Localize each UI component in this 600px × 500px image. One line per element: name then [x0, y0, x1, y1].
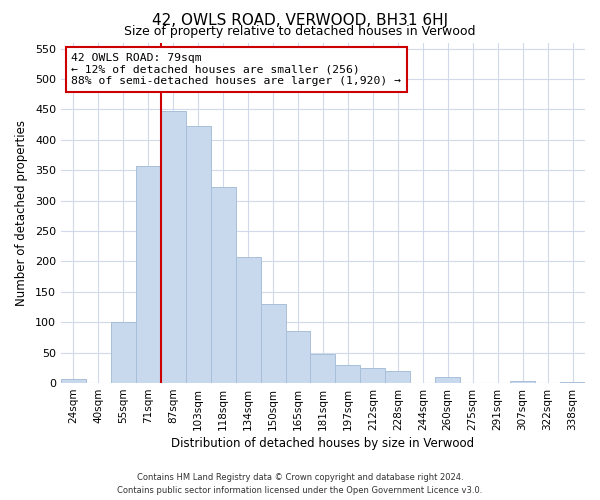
Bar [435, 377, 460, 383]
Bar [236, 256, 260, 383]
Bar [335, 366, 361, 383]
Bar [211, 186, 236, 383]
Text: 42, OWLS ROAD, VERWOOD, BH31 6HJ: 42, OWLS ROAD, VERWOOD, BH31 6HJ [152, 12, 448, 28]
X-axis label: Distribution of detached houses by size in Verwood: Distribution of detached houses by size … [172, 437, 475, 450]
Bar [161, 111, 186, 383]
Bar [186, 126, 211, 383]
Bar [361, 368, 385, 383]
Bar [61, 379, 86, 383]
Text: 42 OWLS ROAD: 79sqm
← 12% of detached houses are smaller (256)
88% of semi-detac: 42 OWLS ROAD: 79sqm ← 12% of detached ho… [71, 52, 401, 86]
Bar [111, 322, 136, 383]
Bar [385, 371, 410, 383]
Bar [310, 354, 335, 383]
Bar [510, 381, 535, 383]
Bar [136, 166, 161, 383]
Text: Size of property relative to detached houses in Verwood: Size of property relative to detached ho… [124, 25, 476, 38]
Bar [560, 382, 585, 383]
Bar [260, 304, 286, 383]
Bar [286, 331, 310, 383]
Y-axis label: Number of detached properties: Number of detached properties [15, 120, 28, 306]
Text: Contains HM Land Registry data © Crown copyright and database right 2024.
Contai: Contains HM Land Registry data © Crown c… [118, 474, 482, 495]
